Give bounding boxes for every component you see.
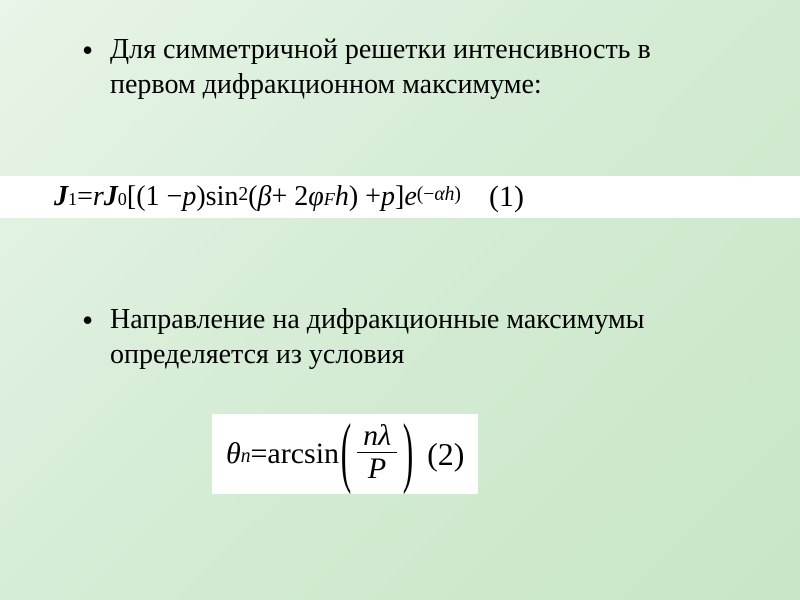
eq1-h: h bbox=[335, 181, 349, 213]
eq2-frac-den: P bbox=[364, 453, 390, 485]
eq1-phi: φ bbox=[308, 181, 324, 213]
eq1-e: e bbox=[404, 181, 416, 213]
eq1-F: F bbox=[324, 189, 335, 210]
eq1-lp1: (1 − bbox=[136, 181, 182, 213]
eq2-eq: = bbox=[251, 437, 268, 471]
eq1-h2: h bbox=[445, 184, 455, 205]
eq2-arcsin: arcsin bbox=[267, 437, 339, 471]
eq2-number: (2) bbox=[427, 436, 464, 473]
equation-1: J1 = r J0 [ (1 − p) sin2 ( β + 2 φF h ) … bbox=[0, 180, 524, 214]
eq1-J: J bbox=[54, 181, 68, 213]
eq1-p: p bbox=[182, 181, 196, 213]
eq2-n: n bbox=[241, 446, 251, 468]
eq2-lparen: ( bbox=[341, 410, 352, 498]
eq1-rp1: ) bbox=[196, 181, 205, 213]
eq1-r: r bbox=[93, 181, 104, 213]
eq1-exp: (−αh) bbox=[417, 184, 461, 206]
eq1-rp2: ) + bbox=[349, 181, 381, 213]
equation-1-band: J1 = r J0 [ (1 − p) sin2 ( β + 2 φF h ) … bbox=[0, 176, 800, 218]
eq1-number: (1) bbox=[489, 180, 524, 214]
eq1-rbr: ] bbox=[395, 181, 404, 213]
eq1-exp-l: (− bbox=[417, 184, 435, 205]
bullet-2-dot: • bbox=[82, 304, 93, 336]
bullet-1: • Для симметричной решетки интенсивность… bbox=[110, 32, 730, 102]
equation-2-box: θn = arcsin ( nλ P ) (2) bbox=[212, 414, 478, 494]
bullet-2-text: Направление на дифракционные максимумы о… bbox=[110, 302, 730, 372]
eq1-sq: 2 bbox=[238, 184, 248, 206]
eq1-beta: β bbox=[257, 181, 271, 213]
eq1-sub1: 1 bbox=[68, 189, 77, 210]
eq1-plus: + 2 bbox=[271, 181, 308, 213]
eq1-sin: sin bbox=[206, 181, 239, 213]
slide: • Для симметричной решетки интенсивность… bbox=[0, 0, 800, 600]
eq1-sub0: 0 bbox=[118, 189, 127, 210]
eq2-theta: θ bbox=[226, 437, 241, 471]
eq1-lbr: [ bbox=[127, 181, 136, 213]
eq1-exp-r: ) bbox=[454, 184, 461, 205]
eq2-frac: nλ P bbox=[357, 420, 397, 484]
eq2-frac-num: nλ bbox=[359, 420, 395, 452]
eq2-rparen: ) bbox=[403, 410, 414, 498]
eq2-num-lambda: λ bbox=[378, 419, 391, 452]
eq1-J0: J bbox=[104, 181, 118, 213]
eq2-num-n: n bbox=[363, 419, 378, 452]
bullet-1-text: Для симметричной решетки интенсивность в… bbox=[110, 32, 730, 102]
bullet-2: • Направление на дифракционные максимумы… bbox=[110, 302, 730, 372]
eq1-alpha: α bbox=[434, 184, 444, 205]
eq1-p2: p bbox=[381, 181, 395, 213]
bullet-1-dot: • bbox=[82, 34, 93, 66]
eq1-eq: = bbox=[77, 181, 93, 213]
equation-2: θn = arcsin ( nλ P ) (2) bbox=[226, 422, 464, 486]
